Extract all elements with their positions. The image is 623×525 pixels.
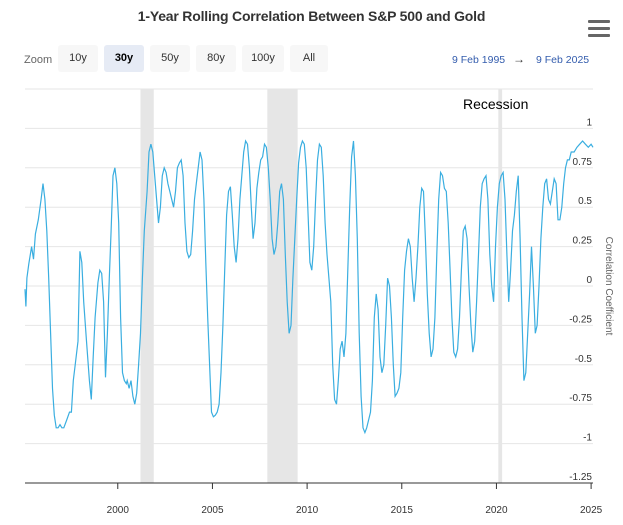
range-arrow: → [513,52,525,66]
y-tick-label: -1.25 [569,472,592,483]
range-from-date[interactable]: 9 Feb 1995 [452,54,506,66]
zoom-label: Zoom [24,54,53,66]
y-axis-title: Correlation Coefficient [603,237,614,336]
y-tick-label: 1 [586,117,592,128]
y-tick-label: -0.5 [575,354,593,365]
x-tick-label: 2015 [391,505,414,516]
y-tick-label: -0.25 [569,314,592,325]
zoom-button-80y[interactable]: 80y [196,45,236,72]
x-tick-label: 2010 [296,505,319,516]
y-tick-label: -0.75 [569,393,592,404]
x-axis-ticks: 2000 2005 2010 2015 2020 2025 [107,483,603,516]
x-tick-label: 2020 [485,505,508,516]
y-tick-label: 0.75 [573,157,593,168]
y-tick-label: 0.5 [578,196,592,207]
x-tick-label: 2000 [107,505,130,516]
zoom-button-100y[interactable]: 100y [242,45,284,72]
y-tick-label: -1 [583,433,592,444]
y-axis-ticks: 1 0.75 0.5 0.25 0 -0.25 -0.5 -0.75 -1 -1.25 [569,117,592,483]
zoom-button-30y[interactable]: 30y [104,45,144,72]
zoom-button-all[interactable]: All [290,45,328,72]
x-tick-label: 2005 [201,505,224,516]
y-tick-label: 0.25 [573,236,593,247]
x-tick-label: 2025 [580,505,603,516]
range-to-date[interactable]: 9 Feb 2025 [536,54,590,66]
hamburger-menu-icon[interactable] [588,20,610,40]
zoom-button-50y[interactable]: 50y [150,45,190,72]
recession-label: Recession [463,96,528,112]
chart-title: 1-Year Rolling Correlation Between S&P 5… [137,8,486,24]
zoom-button-10y[interactable]: 10y [58,45,98,72]
correlation-series-line [24,139,594,435]
y-tick-label: 0 [586,275,592,286]
